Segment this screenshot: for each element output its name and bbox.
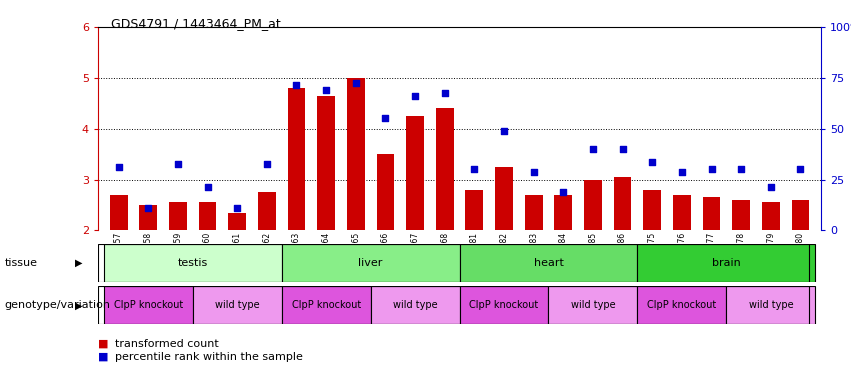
Text: ■: ■ — [98, 339, 108, 349]
Point — [557, 189, 570, 195]
Point — [201, 184, 214, 190]
Point — [408, 93, 422, 99]
Point — [231, 204, 244, 210]
Point — [497, 128, 511, 134]
Text: tissue: tissue — [4, 258, 37, 268]
Bar — [104, 286, 192, 324]
Text: ▶: ▶ — [75, 300, 82, 310]
Bar — [495, 167, 513, 230]
Bar — [198, 202, 216, 230]
Bar — [673, 195, 691, 230]
Bar — [614, 177, 631, 230]
Text: brain: brain — [712, 258, 740, 268]
Point — [794, 166, 808, 172]
Point — [467, 166, 481, 172]
Bar — [643, 190, 661, 230]
Text: ClpP knockout: ClpP knockout — [114, 300, 183, 310]
Text: liver: liver — [358, 258, 383, 268]
Bar — [192, 286, 282, 324]
Point — [111, 164, 125, 170]
Bar — [549, 286, 637, 324]
Bar — [370, 286, 460, 324]
Point — [438, 90, 452, 96]
Bar — [169, 202, 187, 230]
Point — [616, 146, 630, 152]
Bar — [376, 154, 394, 230]
Text: ClpP knockout: ClpP knockout — [292, 300, 361, 310]
Text: ■: ■ — [98, 352, 108, 362]
Bar — [104, 244, 282, 282]
Bar — [460, 286, 549, 324]
Bar — [637, 286, 727, 324]
Point — [586, 146, 600, 152]
Bar — [406, 116, 424, 230]
Point — [379, 115, 392, 121]
Point — [764, 184, 778, 190]
Point — [705, 166, 718, 172]
Bar — [465, 190, 483, 230]
Bar — [347, 78, 365, 230]
Text: heart: heart — [534, 258, 563, 268]
Bar — [258, 192, 276, 230]
Point — [141, 204, 155, 210]
Bar — [732, 200, 750, 230]
Bar — [727, 286, 815, 324]
Bar — [288, 88, 306, 230]
Text: transformed count: transformed count — [115, 339, 219, 349]
Bar — [762, 202, 780, 230]
Bar — [282, 244, 460, 282]
Bar — [584, 180, 602, 230]
Point — [171, 161, 185, 167]
Bar — [554, 195, 572, 230]
Text: wild type: wild type — [749, 300, 793, 310]
Point — [289, 82, 303, 88]
Text: wild type: wild type — [215, 300, 260, 310]
Point — [675, 169, 688, 175]
Point — [527, 169, 540, 175]
Point — [734, 166, 748, 172]
Text: ClpP knockout: ClpP knockout — [470, 300, 539, 310]
Bar — [637, 244, 815, 282]
Text: genotype/variation: genotype/variation — [4, 300, 111, 310]
Bar — [436, 108, 454, 230]
Text: testis: testis — [178, 258, 208, 268]
Text: percentile rank within the sample: percentile rank within the sample — [115, 352, 303, 362]
Bar — [525, 195, 543, 230]
Bar — [110, 195, 128, 230]
Bar — [282, 286, 370, 324]
Bar — [791, 200, 809, 230]
Text: wild type: wild type — [393, 300, 437, 310]
Point — [260, 161, 274, 167]
Bar — [317, 96, 335, 230]
Text: ClpP knockout: ClpP knockout — [648, 300, 717, 310]
Bar — [703, 197, 721, 230]
Point — [349, 80, 363, 86]
Bar — [228, 213, 246, 230]
Text: GDS4791 / 1443464_PM_at: GDS4791 / 1443464_PM_at — [111, 17, 280, 30]
Text: ▶: ▶ — [75, 258, 82, 268]
Point — [319, 88, 333, 94]
Text: wild type: wild type — [571, 300, 615, 310]
Bar — [460, 244, 637, 282]
Point — [645, 159, 659, 165]
Bar — [140, 205, 157, 230]
